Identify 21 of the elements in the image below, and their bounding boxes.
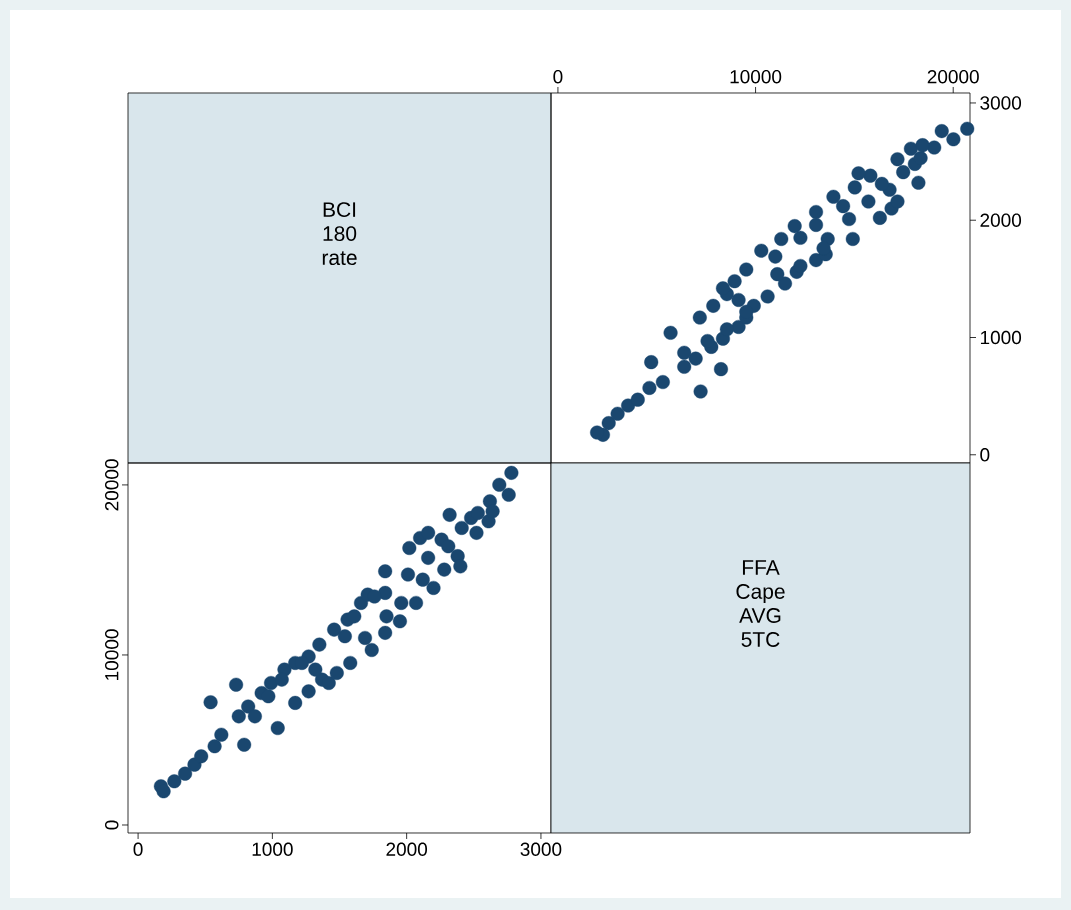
y-tick-label: 0 xyxy=(980,448,990,462)
x-tick-label: 10000 xyxy=(730,70,782,84)
y-tick-label: 0 xyxy=(105,820,119,830)
text: BCI xyxy=(323,202,356,218)
text: AVG xyxy=(739,608,781,623)
y-tick-label: 3000 xyxy=(980,96,1022,110)
x-tick-label: 0 xyxy=(133,842,143,856)
text: rate xyxy=(322,251,357,266)
text: FFA xyxy=(742,560,780,575)
text: 180 xyxy=(323,226,357,242)
y-tick-label: 20000 xyxy=(105,459,119,511)
x-tick-label: 3000 xyxy=(520,842,562,856)
text: 5TC xyxy=(741,632,780,647)
y-tick-label: 1000 xyxy=(980,330,1022,345)
x-tick-label: 1000 xyxy=(252,842,293,856)
x-tick-label: 20000 xyxy=(927,70,979,84)
y-tick-label: 2000 xyxy=(980,213,1022,227)
x-tick-label: 2000 xyxy=(386,842,428,856)
x-tick-label: 0 xyxy=(553,70,563,84)
y-tick-label: 10000 xyxy=(105,629,119,680)
text: Cape xyxy=(736,584,785,604)
